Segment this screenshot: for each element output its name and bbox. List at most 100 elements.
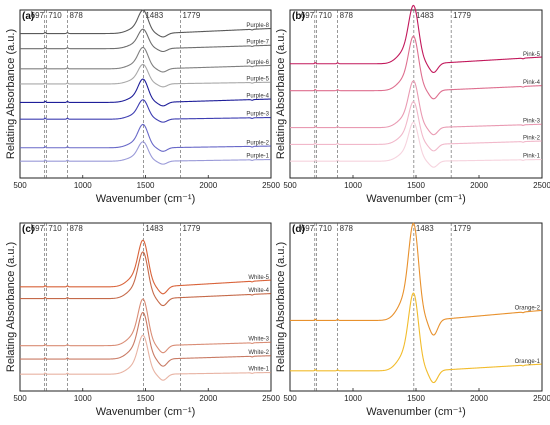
reference-label: 1483 [145, 11, 163, 20]
series-line [20, 298, 271, 354]
series-line [20, 99, 271, 123]
x-tick-label: 1000 [344, 394, 362, 403]
series-line [290, 292, 542, 384]
series-line [20, 46, 271, 73]
series-label: Orange-1 [515, 359, 541, 365]
series-line [20, 78, 271, 107]
reference-label: 878 [69, 11, 83, 20]
reference-label: 710 [318, 224, 332, 233]
reference-label: 697 [31, 11, 45, 20]
reference-label: 710 [48, 224, 62, 233]
x-tick-label: 2500 [262, 394, 280, 403]
x-tick-label: 1000 [344, 181, 362, 190]
x-tick-label: 500 [283, 394, 297, 403]
panel-a: 697 710 878 1483 1779 Purple-8 Purple-7 Purple-… [5, 9, 280, 205]
series-label: Pink-1 [523, 154, 541, 160]
reference-label: 1483 [145, 224, 163, 233]
series-label: Pink-4 [523, 80, 541, 86]
series-line [290, 121, 542, 168]
series-label: Purple-2 [246, 140, 269, 146]
x-tick-label: 2500 [533, 181, 550, 190]
panel-label: (a) [22, 11, 34, 22]
y-axis-title: Relating Absorbance (a.u.) [275, 242, 287, 372]
x-tick-label: 500 [13, 181, 27, 190]
series-label: White-4 [248, 288, 269, 294]
x-tick-label: 1000 [74, 181, 92, 190]
x-tick-label: 1000 [74, 394, 92, 403]
panel-d: 697 710 878 1483 1779 Orange-2 Orange-1 500 1000… [275, 222, 550, 418]
series-label: White-3 [248, 337, 269, 343]
reference-label: 1779 [453, 11, 471, 20]
panel-label: (c) [22, 224, 34, 235]
panel-label: (d) [292, 224, 305, 235]
series-line [20, 251, 271, 307]
series-label: Purple-3 [246, 112, 269, 118]
series-line [20, 123, 271, 152]
series-label: White-2 [248, 350, 269, 356]
reference-label: 878 [340, 224, 354, 233]
series-label: Orange-2 [515, 305, 541, 311]
series-label: Pink-3 [523, 119, 541, 125]
reference-label: 697 [31, 224, 45, 233]
series-label: Purple-5 [246, 76, 269, 82]
y-axis-title: Relating Absorbance (a.u.) [275, 29, 287, 159]
panel-label: (b) [292, 11, 305, 22]
reference-label: 1779 [183, 224, 201, 233]
plot-frame [19, 222, 272, 392]
x-tick-label: 1500 [137, 181, 155, 190]
x-tick-label: 2500 [262, 181, 280, 190]
x-tick-label: 2500 [533, 394, 550, 403]
reference-label: 1779 [453, 224, 471, 233]
reference-label: 878 [340, 11, 354, 20]
x-tick-label: 500 [283, 181, 297, 190]
series-label: Pink-2 [523, 135, 541, 141]
series-line [20, 311, 271, 367]
series-line [20, 239, 271, 295]
x-tick-label: 1500 [407, 394, 425, 403]
series-line [290, 80, 542, 136]
series-label: Purple-1 [246, 154, 269, 160]
series-line [20, 334, 271, 381]
x-tick-label: 1500 [407, 181, 425, 190]
series-line [20, 63, 271, 88]
reference-label: 697 [301, 11, 315, 20]
reference-label: 1779 [183, 11, 201, 20]
panel-c: 697 710 878 1483 1779 White-5 White-4 White-3 Wh… [5, 222, 280, 418]
x-axis-title: Wavenumber (cm⁻¹) [96, 406, 196, 418]
series-line [20, 9, 271, 38]
plot-frame [289, 9, 543, 179]
series-label: Purple-7 [246, 40, 269, 46]
series-label: Purple-8 [246, 23, 269, 29]
plot-frame [19, 9, 272, 179]
x-tick-label: 2000 [470, 394, 488, 403]
series-line [290, 4, 542, 74]
panel-b: 697 710 878 1483 1779 Pink-5 Pink-4 Pink-3 Pink-… [275, 4, 550, 205]
reference-label: 710 [48, 11, 62, 20]
series-label: Purple-6 [246, 60, 269, 66]
series-line [290, 35, 542, 100]
series-line [290, 101, 542, 152]
x-tick-label: 1500 [137, 394, 155, 403]
reference-label: 878 [69, 224, 83, 233]
reference-label: 1483 [416, 224, 434, 233]
reference-label: 1483 [416, 11, 434, 20]
x-tick-label: 2000 [199, 181, 217, 190]
series-label: White-1 [248, 367, 269, 373]
y-axis-title: Relating Absorbance (a.u.) [5, 29, 17, 159]
plot-frame [289, 222, 543, 392]
series-label: White-5 [248, 275, 269, 281]
series-line [20, 141, 271, 165]
series-label: Pink-5 [523, 52, 541, 58]
x-tick-label: 2000 [199, 394, 217, 403]
x-axis-title: Wavenumber (cm⁻¹) [96, 193, 196, 205]
y-axis-title: Relating Absorbance (a.u.) [5, 242, 17, 372]
reference-label: 710 [318, 11, 332, 20]
series-line [290, 222, 542, 336]
x-tick-label: 500 [13, 394, 27, 403]
series-line [20, 28, 271, 53]
series-label: Purple-4 [246, 93, 269, 99]
x-tick-label: 2000 [470, 181, 488, 190]
x-axis-title: Wavenumber (cm⁻¹) [366, 193, 466, 205]
x-axis-title: Wavenumber (cm⁻¹) [366, 406, 466, 418]
